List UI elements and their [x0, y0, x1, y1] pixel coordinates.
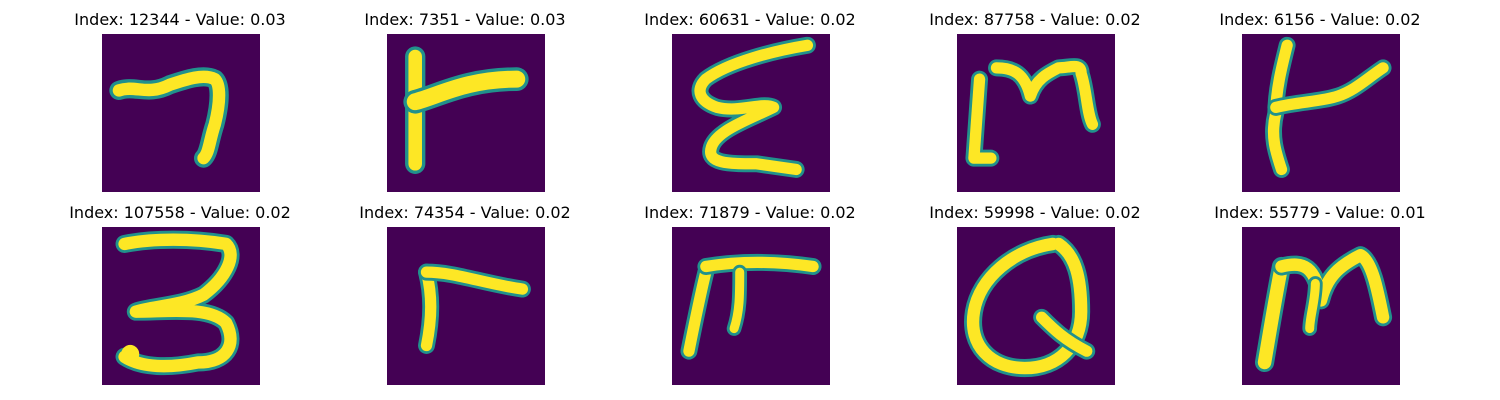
panel-title: Index: 59998 - Value: 0.02: [929, 203, 1141, 222]
panel-title: Index: 55779 - Value: 0.01: [1214, 203, 1426, 222]
digit-image: [957, 227, 1115, 385]
panel-title: Index: 7351 - Value: 0.03: [364, 10, 566, 29]
panel-2: Index: 7351 - Value: 0.03: [315, 0, 615, 192]
panel-title: Index: 6156 - Value: 0.02: [1219, 10, 1421, 29]
digit-image: [672, 34, 830, 192]
digit-image: [1242, 34, 1400, 192]
panel-9: Index: 59998 - Value: 0.02: [885, 193, 1185, 385]
panel-7: Index: 74354 - Value: 0.02: [315, 193, 615, 385]
digit-image: [102, 227, 260, 385]
panel-title: Index: 74354 - Value: 0.02: [359, 203, 571, 222]
panel-1: Index: 12344 - Value: 0.03: [30, 0, 330, 192]
panel-title: Index: 71879 - Value: 0.02: [644, 203, 856, 222]
digit-image: [102, 34, 260, 192]
digit-image: [387, 34, 545, 192]
digit-image: [957, 34, 1115, 192]
panel-4: Index: 87758 - Value: 0.02: [885, 0, 1185, 192]
panel-5: Index: 6156 - Value: 0.02: [1170, 0, 1470, 192]
panel-title: Index: 60631 - Value: 0.02: [644, 10, 856, 29]
digit-image: [387, 227, 545, 385]
panel-6: Index: 107558 - Value: 0.02: [30, 193, 330, 385]
panel-title: Index: 107558 - Value: 0.02: [69, 203, 291, 222]
panel-3: Index: 60631 - Value: 0.02: [600, 0, 900, 192]
digit-image: [672, 227, 830, 385]
panel-8: Index: 71879 - Value: 0.02: [600, 193, 900, 385]
panel-10: Index: 55779 - Value: 0.01: [1170, 193, 1470, 385]
panel-title: Index: 87758 - Value: 0.02: [929, 10, 1141, 29]
digit-image: [1242, 227, 1400, 385]
panel-title: Index: 12344 - Value: 0.03: [74, 10, 286, 29]
